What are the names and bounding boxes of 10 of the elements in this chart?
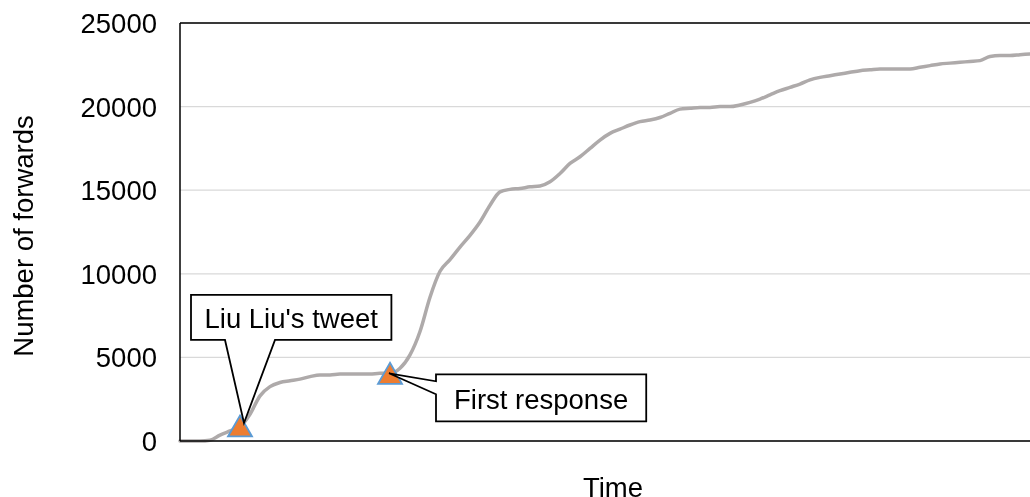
y-axis-title: Number of forwards — [7, 115, 39, 357]
y-tick-label: 15000 — [80, 174, 157, 206]
y-tick-label: 25000 — [80, 7, 157, 39]
y-tick-label: 10000 — [80, 258, 157, 290]
y-tick-label: 5000 — [95, 341, 157, 373]
annotation: Liu Liu's tweet — [204, 302, 379, 334]
y-tick-label: 20000 — [80, 91, 157, 123]
y-tick-label: 0 — [141, 425, 157, 457]
x-axis-title: Time — [582, 471, 644, 497]
annotation: First response — [454, 383, 629, 415]
